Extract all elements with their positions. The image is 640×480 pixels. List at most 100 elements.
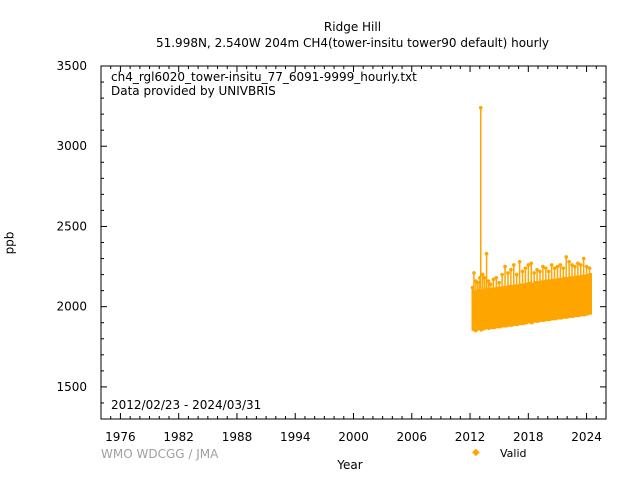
- data-band: [483, 288, 487, 330]
- data-point: [511, 263, 516, 267]
- data-point: [491, 277, 496, 282]
- data-band: [568, 276, 572, 318]
- data-band: [588, 272, 593, 315]
- legend-marker-icon: ◆: [472, 447, 480, 458]
- data-band: [521, 283, 525, 326]
- data-point: [523, 266, 528, 270]
- data-point: [570, 263, 574, 267]
- plot-frame: [100, 65, 607, 420]
- data-point: [497, 280, 502, 285]
- data-band: [527, 281, 531, 324]
- data-band: [559, 277, 563, 320]
- data-band: [541, 280, 546, 322]
- data-point: [494, 276, 499, 280]
- x-tick-label: 2006: [396, 430, 427, 444]
- data-band: [553, 278, 557, 321]
- data-point: [549, 263, 554, 267]
- data-band: [536, 281, 540, 323]
- data-band: [585, 273, 590, 316]
- y-tick-label: 2000: [56, 300, 87, 314]
- data-point: [578, 263, 583, 267]
- data-point: [500, 272, 504, 277]
- y-tick-label: 1500: [56, 380, 87, 394]
- chart-subtitle: 51.998N, 2.540W 204m CH4(tower-insitu to…: [155, 36, 550, 50]
- data-band: [481, 289, 485, 331]
- data-band: [565, 276, 569, 319]
- data-band: [504, 285, 508, 328]
- data-band: [562, 276, 566, 319]
- data-point: [503, 264, 507, 269]
- provider-annotation: Data provided by UNIVBRIS: [111, 84, 276, 98]
- data-point: [532, 271, 536, 275]
- data-point: [486, 279, 491, 283]
- data-point: [478, 105, 483, 110]
- data-band: [556, 277, 560, 320]
- data-band: [533, 281, 537, 323]
- data-point: [506, 271, 510, 275]
- data-point: [526, 263, 531, 267]
- data-point: [541, 264, 545, 269]
- data-point: [561, 266, 566, 270]
- data-point: [546, 269, 551, 274]
- data-point: [552, 266, 557, 270]
- data-band: [501, 285, 505, 328]
- data-band: [479, 289, 483, 332]
- y-tick-label: 2500: [56, 219, 87, 233]
- data-point: [484, 251, 489, 256]
- chart-title: Ridge Hill: [323, 20, 382, 34]
- date-range-annotation: 2012/02/23 - 2024/03/31: [111, 398, 261, 412]
- data-band: [498, 286, 502, 329]
- data-point: [520, 269, 525, 274]
- data-point: [581, 256, 586, 261]
- y-tick-label: 3500: [56, 59, 87, 73]
- data-band: [547, 279, 552, 322]
- data-band: [487, 288, 490, 330]
- data-band: [471, 289, 474, 331]
- x-tick-label: 2018: [513, 430, 544, 444]
- legend-label: Valid: [500, 447, 527, 460]
- data-band: [530, 282, 534, 325]
- credit-text: WMO WDCGG / JMA: [101, 447, 219, 461]
- data-band: [512, 284, 517, 326]
- data-band: [576, 275, 581, 318]
- data-point: [538, 269, 542, 274]
- data-band: [506, 285, 511, 327]
- data-band: [509, 285, 514, 327]
- data-band: [478, 288, 481, 330]
- data-point: [509, 267, 513, 272]
- x-tick-label: 1982: [163, 430, 194, 444]
- data-band: [524, 282, 528, 325]
- data-band: [571, 276, 575, 318]
- filename-annotation: ch4_rgl6020_tower-insitu_77_6091-9999_ho…: [111, 70, 417, 84]
- data-point: [576, 261, 580, 266]
- data-point: [529, 261, 534, 266]
- data-band: [485, 287, 489, 330]
- data-band: [515, 284, 520, 326]
- data-points: [470, 105, 593, 333]
- axis-ticks: 1500 2000 2500 3000 3500 1976 1982 1988 1994 2000…: [56, 59, 607, 444]
- data-point: [488, 282, 493, 287]
- y-tick-label: 3000: [56, 139, 87, 153]
- data-point: [544, 266, 548, 270]
- data-point: [564, 255, 569, 259]
- data-point: [480, 272, 485, 277]
- data-point: [517, 259, 522, 264]
- data-point: [535, 267, 539, 272]
- data-band: [579, 274, 584, 317]
- data-band: [495, 286, 499, 329]
- x-axis-label: Year: [337, 458, 363, 472]
- data-point: [558, 263, 563, 267]
- data-point: [476, 280, 480, 285]
- data-point: [514, 272, 519, 277]
- data-band: [489, 287, 493, 330]
- data-point: [567, 259, 571, 264]
- x-tick-label: 2024: [571, 430, 602, 444]
- data-band: [472, 289, 476, 332]
- data-point: [555, 264, 560, 269]
- data-band: [538, 280, 543, 322]
- x-tick-label: 1988: [222, 430, 253, 444]
- x-tick-label: 1994: [280, 430, 311, 444]
- data-band: [544, 279, 549, 322]
- data-point: [573, 264, 577, 269]
